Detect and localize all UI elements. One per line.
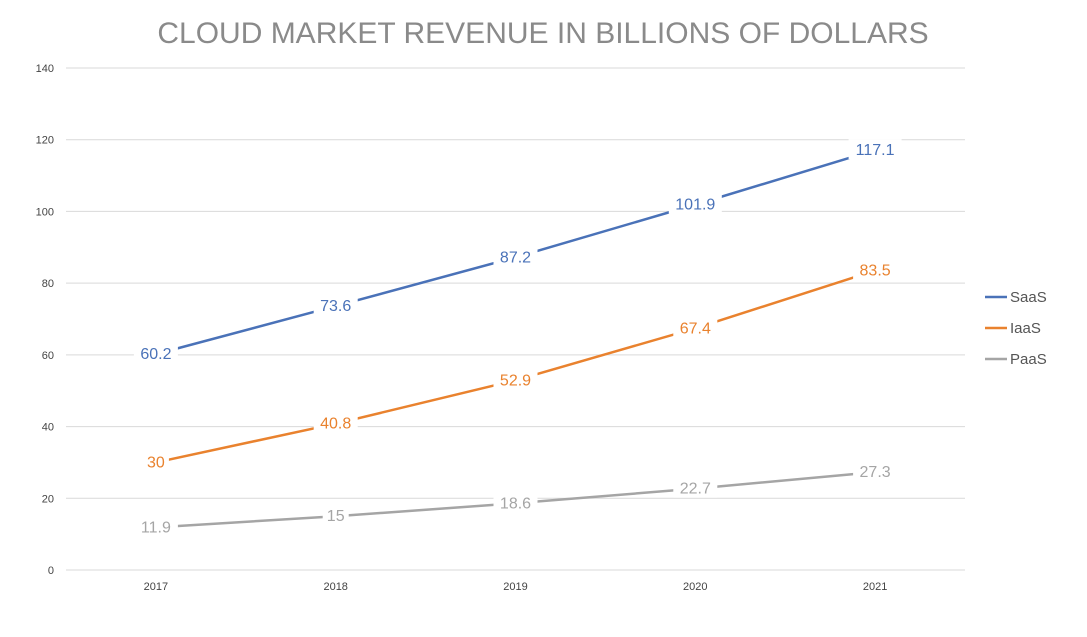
data-labels: 60.2 73.6 87.2 101.9 117.1 30 40.8 52.9 67.4 83.5…	[133, 139, 902, 537]
data-label-iaas: 52.9	[493, 369, 538, 390]
data-label-text: 27.3	[860, 464, 891, 481]
y-tick-label: 120	[36, 135, 54, 147]
y-tick-label: 140	[36, 63, 54, 75]
legend-item-saas: SaaS	[985, 289, 1047, 306]
data-label-paas: 27.3	[853, 461, 898, 482]
data-label-background	[142, 451, 169, 472]
chart-title: CLOUD MARKET REVENUE IN BILLIONS OF DOLL…	[157, 17, 928, 50]
data-label-iaas: 30	[142, 451, 169, 472]
data-label-iaas: 83.5	[853, 259, 898, 280]
data-label-paas: 15	[322, 505, 349, 526]
data-label-paas: 11.9	[133, 516, 178, 537]
data-label-text: 60.2	[140, 346, 171, 363]
y-axis-tick-labels: 0 20 40 60 80 100 120 140	[36, 63, 54, 577]
data-label-background	[133, 516, 178, 537]
data-label-text: 83.5	[860, 263, 891, 280]
x-tick-label: 2018	[323, 581, 347, 593]
legend-label: IaaS	[1010, 320, 1041, 337]
y-tick-label: 40	[42, 422, 54, 434]
legend-label: SaaS	[1010, 289, 1047, 306]
data-label-iaas: 40.8	[313, 412, 358, 433]
data-label-saas: 73.6	[313, 295, 358, 316]
data-label-text: 73.6	[320, 298, 351, 315]
y-tick-label: 100	[36, 206, 54, 218]
data-label-background	[313, 412, 358, 433]
data-label-saas: 60.2	[133, 343, 178, 364]
data-label-saas: 101.9	[668, 193, 722, 214]
data-label-background	[848, 139, 902, 160]
x-axis-tick-labels: 2017 2018 2019 2020 2021	[144, 581, 888, 593]
data-label-text: 15	[327, 508, 345, 525]
series-line-iaas	[154, 269, 877, 464]
data-label-text: 87.2	[500, 249, 531, 266]
data-label-text: 117.1	[856, 142, 895, 159]
data-label-background	[853, 259, 898, 280]
data-label-background	[668, 193, 722, 214]
legend-item-iaas: IaaS	[985, 320, 1041, 337]
data-label-text: 11.9	[141, 519, 171, 536]
legend: SaaS IaaS PaaS	[985, 289, 1047, 368]
data-label-saas: 87.2	[493, 246, 538, 267]
data-label-background	[493, 492, 538, 513]
data-label-background	[493, 246, 538, 267]
data-label-background	[853, 461, 898, 482]
series-lines	[154, 148, 877, 529]
data-label-background	[673, 477, 718, 498]
data-label-background	[313, 295, 358, 316]
y-tick-label: 20	[42, 493, 54, 505]
data-label-text: 18.6	[500, 495, 531, 512]
y-tick-label: 0	[48, 565, 54, 577]
x-tick-label: 2019	[503, 581, 527, 593]
data-label-text: 30	[147, 454, 165, 471]
data-label-background	[322, 505, 349, 526]
legend-label: PaaS	[1010, 351, 1047, 368]
data-label-background	[673, 317, 718, 338]
legend-item-paas: PaaS	[985, 351, 1047, 368]
gridlines	[66, 67, 965, 571]
y-tick-label: 80	[42, 278, 54, 290]
y-tick-label: 60	[42, 350, 54, 362]
data-label-background	[493, 369, 538, 390]
data-label-saas: 117.1	[848, 139, 902, 160]
data-label-text: 101.9	[675, 197, 715, 214]
data-label-paas: 22.7	[673, 477, 718, 498]
data-label-text: 40.8	[320, 416, 351, 433]
x-tick-label: 2021	[863, 581, 887, 593]
data-label-text: 52.9	[500, 372, 531, 389]
data-label-text: 67.4	[680, 320, 711, 337]
x-tick-label: 2020	[683, 581, 707, 593]
x-tick-label: 2017	[144, 581, 168, 593]
data-label-text: 22.7	[680, 481, 711, 498]
data-label-iaas: 67.4	[673, 317, 718, 338]
data-label-background	[133, 343, 178, 364]
data-label-paas: 18.6	[493, 492, 538, 513]
